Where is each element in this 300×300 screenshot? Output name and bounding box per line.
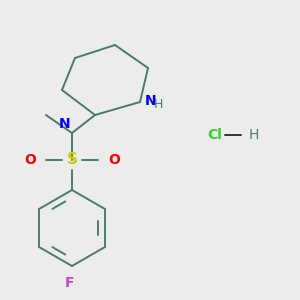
Text: Cl: Cl bbox=[207, 128, 222, 142]
Text: N: N bbox=[145, 94, 157, 108]
Text: F: F bbox=[65, 276, 75, 290]
Text: O: O bbox=[24, 153, 36, 167]
Text: S: S bbox=[67, 152, 77, 167]
Text: N: N bbox=[58, 117, 70, 131]
Text: H: H bbox=[249, 128, 260, 142]
Text: H: H bbox=[154, 98, 164, 110]
Text: O: O bbox=[108, 153, 120, 167]
